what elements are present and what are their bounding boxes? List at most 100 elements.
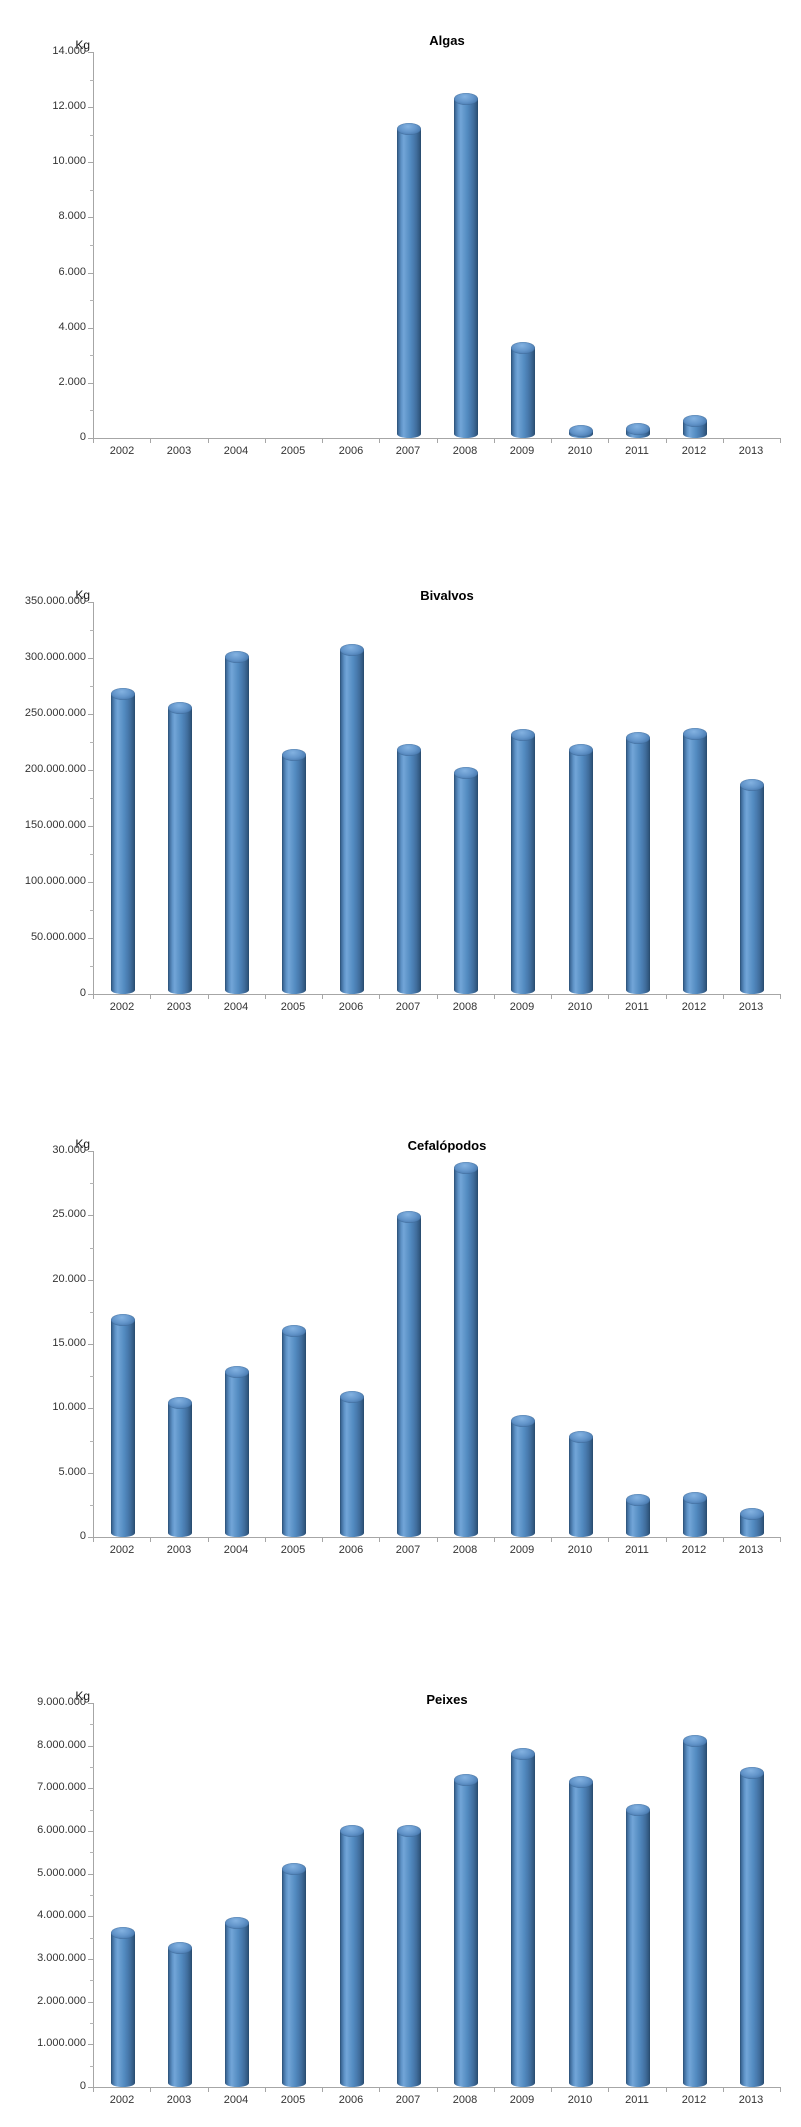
x-axis-tick: [265, 439, 266, 443]
y-axis-minor-tick: [90, 410, 94, 411]
bar-2008: [454, 93, 478, 438]
y-tick-label: 14.000: [52, 45, 86, 57]
chart-title: Algas: [429, 32, 465, 48]
x-tick-label: 2002: [109, 1544, 135, 1556]
bar-top-cap: [282, 1325, 306, 1337]
y-axis-major-tick: [88, 2087, 94, 2088]
plot-area: [93, 602, 781, 995]
chart-bivalvos: Bivalvos Kg 350.000.000 300.000.000 250.00…: [0, 577, 801, 1057]
y-tick-label: 300.000.000: [24, 651, 86, 663]
y-axis-major-tick: [88, 1537, 94, 1538]
y-axis-unit-label: Kg: [75, 38, 90, 52]
y-axis-minor-tick: [90, 2023, 94, 2024]
bar-top-cap: [397, 1825, 421, 1837]
y-tick-label: 350.000.000: [24, 595, 86, 607]
y-axis-minor-tick: [90, 1183, 94, 1184]
x-axis-tick: [723, 2088, 724, 2092]
bar-2004: [225, 1917, 249, 2087]
bar-2010: [569, 1776, 593, 2087]
bar-top-cap: [225, 1917, 249, 1929]
x-axis-tick: [666, 1538, 667, 1542]
x-tick-label: 2011: [625, 445, 649, 457]
y-axis-minor-tick: [90, 245, 94, 246]
plot-area: [93, 52, 781, 439]
y-axis-minor-tick: [90, 966, 94, 967]
y-axis-minor-tick: [90, 1938, 94, 1939]
bar-2009: [511, 1415, 535, 1537]
bar-2012: [683, 728, 707, 994]
x-axis-tick: [608, 2088, 609, 2092]
x-tick-label: 2006: [338, 1544, 364, 1556]
bar-top-cap: [511, 729, 535, 741]
y-tick-label: 0: [79, 2080, 86, 2092]
y-tick-label: 10.000: [52, 1401, 86, 1414]
x-tick-label: 2002: [109, 445, 135, 457]
y-tick-label: 250.000.000: [24, 707, 86, 719]
bar-top-cap: [454, 93, 478, 105]
chart-algas: Algas Kg 14.000 12.000 10.000 8.000 6.000 4.0…: [0, 22, 801, 502]
bar-top-cap: [683, 1735, 707, 1747]
y-axis-minor-tick: [90, 798, 94, 799]
x-tick-label: 2009: [509, 2094, 535, 2106]
y-axis-major-tick: [88, 826, 94, 827]
bar-top-cap: [626, 1494, 650, 1506]
y-axis-minor-tick: [90, 1312, 94, 1313]
x-tick-label: 2008: [452, 1544, 478, 1556]
x-tick-label: 2004: [223, 1001, 249, 1013]
y-tick-label: 150.000.000: [24, 819, 86, 831]
chart-title: Peixes: [426, 1691, 468, 1707]
x-axis-tick: [150, 2088, 151, 2092]
bar-top-cap: [740, 1508, 764, 1520]
x-axis-tick: [494, 995, 495, 999]
x-tick-label: 2005: [280, 1544, 306, 1556]
x-tick-label: 2013: [738, 2094, 764, 2106]
bar-top-cap: [511, 342, 535, 354]
bar-top-cap: [511, 1748, 535, 1760]
x-axis-tick: [551, 1538, 552, 1542]
bar-2005: [282, 749, 306, 994]
y-axis-major-tick: [88, 1874, 94, 1875]
x-axis-tick: [208, 995, 209, 999]
chart-cefalopodos: Cefalópodos Kg 30.000 25.000 20.000 15.000 1…: [0, 1127, 801, 1607]
y-axis-minor-tick: [90, 1980, 94, 1981]
x-tick-label: 2012: [681, 1001, 707, 1013]
bar-top-cap: [626, 423, 650, 435]
y-axis-major-tick: [88, 938, 94, 939]
bar-2011: [626, 423, 650, 438]
y-axis-minor-tick: [90, 1852, 94, 1853]
x-axis-tick: [723, 439, 724, 443]
x-tick-label: 2005: [280, 445, 306, 457]
y-tick-label: 7.000.000: [37, 1781, 86, 1794]
x-axis-tick: [780, 1538, 781, 1542]
y-tick-label: 5.000: [58, 1465, 86, 1478]
x-tick-label: 2004: [223, 2094, 249, 2106]
x-tick-label: 2005: [280, 1001, 306, 1013]
x-tick-label: 2007: [395, 1544, 421, 1556]
y-tick-label: 6.000: [58, 265, 86, 278]
x-axis-tick: [494, 439, 495, 443]
bar-2011: [626, 732, 650, 994]
x-axis-tick: [379, 439, 380, 443]
y-axis-major-tick: [88, 770, 94, 771]
bar-top-cap: [569, 1776, 593, 1788]
bar-2005: [282, 1863, 306, 2087]
bar-2010: [569, 744, 593, 994]
x-tick-label: 2006: [338, 2094, 364, 2106]
bar-top-cap: [168, 1397, 192, 1409]
x-tick-label: 2012: [681, 2094, 707, 2106]
y-axis-major-tick: [88, 602, 94, 603]
x-axis-tick: [322, 1538, 323, 1542]
bar-top-cap: [168, 1942, 192, 1954]
x-axis-tick: [494, 2088, 495, 2092]
bar-top-cap: [626, 1804, 650, 1816]
bar-top-cap: [511, 1415, 535, 1427]
bar-2006: [340, 644, 364, 994]
bar-2008: [454, 1774, 478, 2087]
x-tick-label: 2005: [280, 2094, 306, 2106]
bar-top-cap: [111, 1927, 135, 1939]
bar-2007: [397, 1211, 421, 1537]
x-axis-tick: [150, 995, 151, 999]
x-tick-label: 2011: [625, 1001, 649, 1013]
bar-2009: [511, 1748, 535, 2087]
bar-2009: [511, 729, 535, 994]
